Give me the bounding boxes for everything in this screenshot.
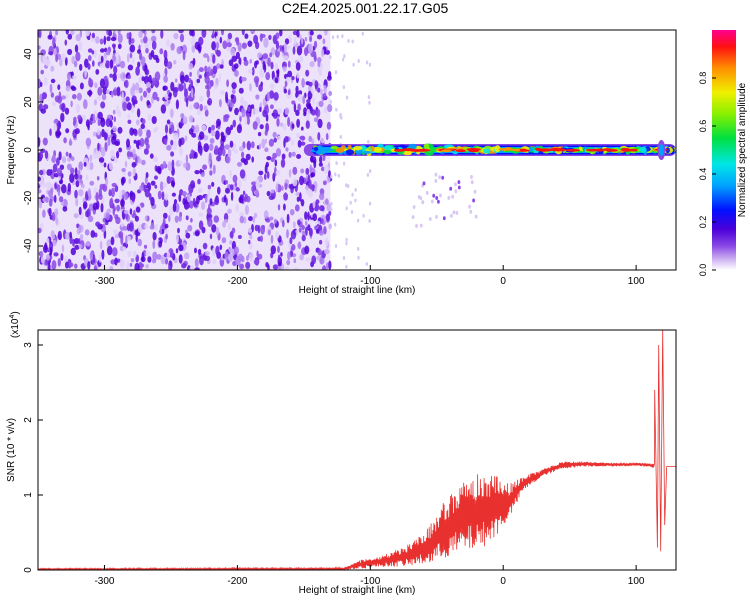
snr-x-label: Height of straight line (km) xyxy=(299,585,416,596)
y-tick-label: 1 xyxy=(23,492,34,498)
spectrogram-x-axis: -300 -200 -100 0 100 xyxy=(94,265,645,287)
x-tick-label: -200 xyxy=(227,576,247,587)
x-tick-label: 100 xyxy=(628,576,645,587)
snr-frame xyxy=(37,329,677,571)
spectrogram-image xyxy=(38,30,676,270)
y-tick-label: 0 xyxy=(23,147,34,153)
colorbar-gradient xyxy=(712,30,736,270)
snr-y-label: SNR (10 * v/v) xyxy=(6,418,17,482)
colorbar-tick-label: 0.0 xyxy=(698,264,708,277)
y-tick-label: -20 xyxy=(23,190,34,205)
x-tick-label: -100 xyxy=(360,276,380,287)
colorbar-tick-label: 0.8 xyxy=(698,72,708,85)
y-tick-label: 0 xyxy=(23,567,34,573)
noise-speckles xyxy=(38,30,372,270)
snr-x-axis: -300 -200 -100 0 100 xyxy=(94,565,645,587)
colorbar-label: Normalized spectral amplitude xyxy=(737,82,748,217)
x-tick-label: -200 xyxy=(227,276,247,287)
y-tick-label: 2 xyxy=(23,417,34,423)
spectrogram-y-label: Frequency (Hz) xyxy=(6,116,17,185)
y-tick-label: 3 xyxy=(23,342,34,348)
x-tick-label: -300 xyxy=(94,276,114,287)
colorbar-tick-label: 0.6 xyxy=(698,120,708,133)
colorbar-axis: 0.0 0.2 0.4 0.6 0.8 xyxy=(698,72,716,277)
y-tick-label: 40 xyxy=(23,48,34,60)
x-tick-label: -100 xyxy=(360,576,380,587)
x-tick-label: 0 xyxy=(500,276,506,287)
spectrogram-y-axis: -40 -20 0 20 40 xyxy=(23,48,43,253)
snr-panel: -300 -200 -100 0 100 0 1 2 3 Height of straight… xyxy=(6,311,677,596)
x-tick-label: 0 xyxy=(500,576,506,587)
x-tick-label: -300 xyxy=(94,576,114,587)
chart-title: C2E4.2025.001.22.17.G05 xyxy=(282,0,449,16)
signal-band xyxy=(303,140,676,228)
colorbar-tick-label: 0.4 xyxy=(698,168,708,181)
y-tick-label: -40 xyxy=(23,238,34,253)
spectrogram-x-label: Height of straight line (km) xyxy=(299,285,416,296)
snr-y-multiplier: (x104) xyxy=(9,311,21,338)
colorbar-tick-label: 0.2 xyxy=(698,216,708,229)
y-tick-label: 20 xyxy=(23,96,34,108)
snr-y-axis: 0 1 2 3 xyxy=(23,342,43,573)
snr-series-line xyxy=(38,330,676,570)
x-tick-label: 100 xyxy=(628,276,645,287)
colorbar: 0.0 0.2 0.4 0.6 0.8 Normalized spectral ampl… xyxy=(698,30,748,276)
